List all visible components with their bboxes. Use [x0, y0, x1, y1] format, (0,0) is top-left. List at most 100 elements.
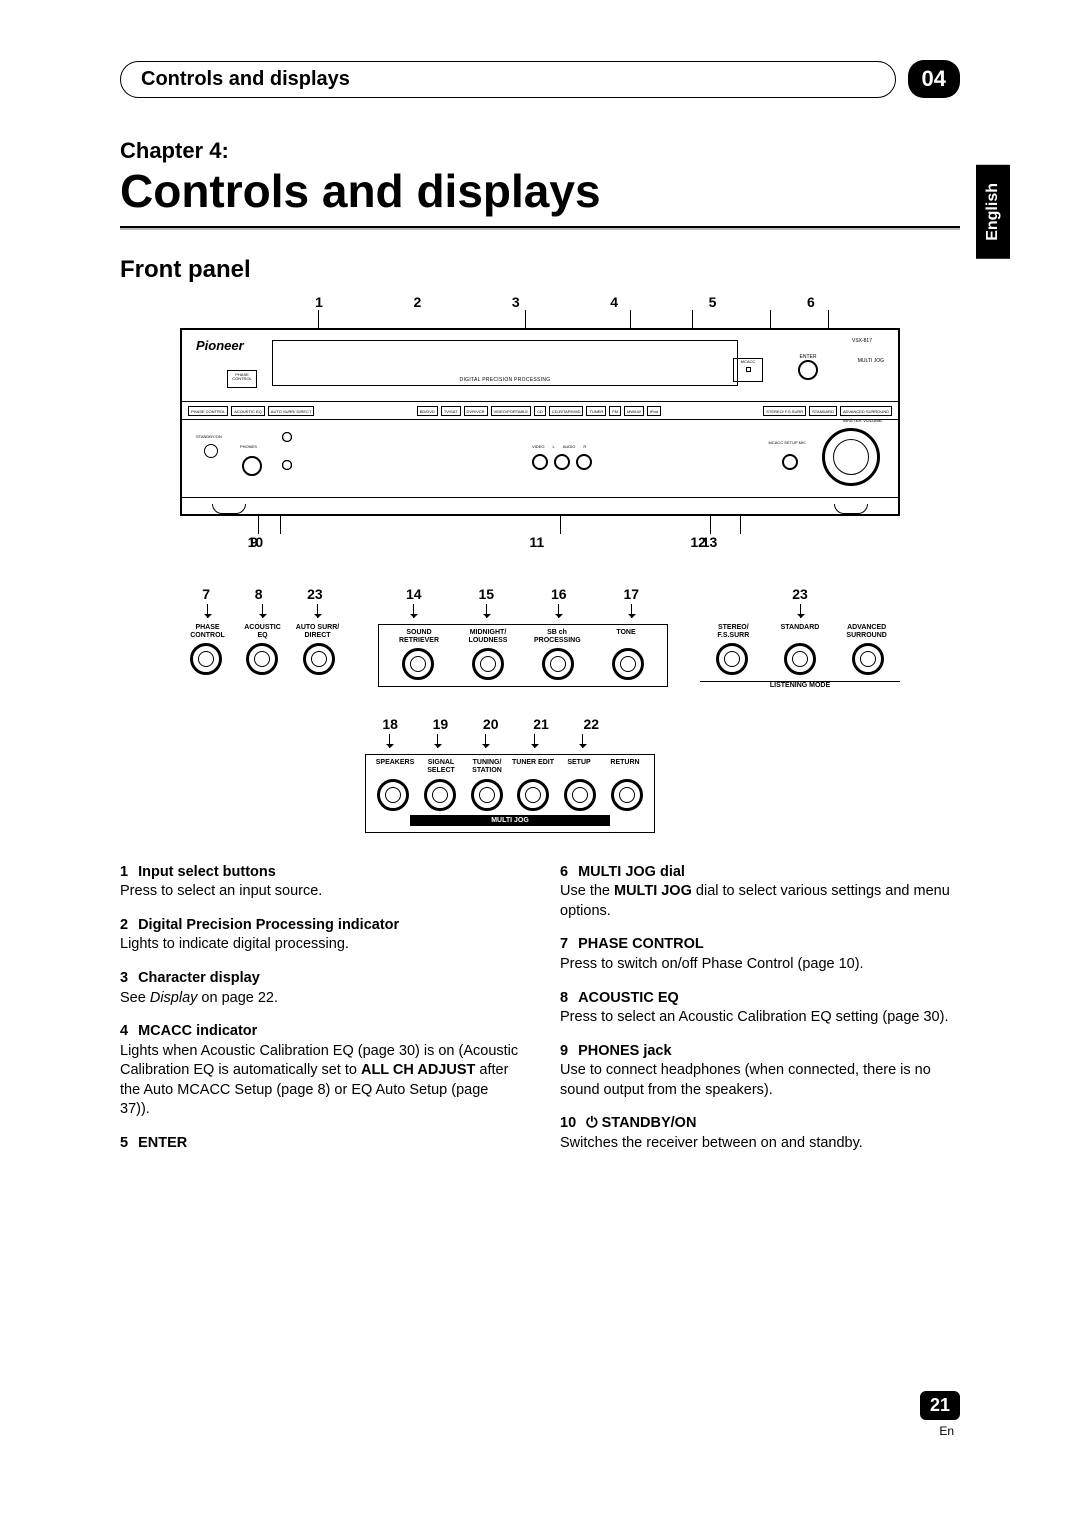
round-button: [190, 643, 222, 675]
panel-btn: TV/SAT: [441, 406, 461, 416]
blowup-phase-acoustic: 7 8 23 PHASE CONTROL ACOUSTIC EQ AUTO SU…: [180, 586, 345, 700]
btn-label: ADVANCED SURROUND: [844, 624, 890, 639]
callout-num: 10: [246, 534, 264, 550]
callout-num: 17: [623, 586, 639, 602]
description-item: 2Digital Precision Processing indicatorL…: [120, 916, 520, 955]
panel-btn: CD-R/TAPE/MD: [549, 406, 584, 416]
btn-label: TUNER EDIT: [510, 759, 556, 774]
btn-label: MIDNIGHT/ LOUDNESS: [465, 629, 511, 644]
description-item: 6MULTI JOG dialUse the MULTI JOG dial to…: [560, 863, 960, 922]
panel-upper: Pioneer PHASE CONTROL DIGITAL PRECISION …: [182, 330, 898, 402]
callout-num: 8: [255, 586, 263, 602]
listening-mode-label: LISTENING MODE: [700, 681, 900, 700]
mcacc-indicator: MCACC: [733, 358, 763, 382]
panel-feet: [182, 498, 898, 514]
front-av-jacks: [532, 454, 592, 470]
page-number: 21: [920, 1391, 960, 1420]
jack: [554, 454, 570, 470]
page-lang: En: [939, 1424, 954, 1438]
panel-btn: iPod: [647, 406, 661, 416]
chapter-label: Chapter 4:: [120, 138, 960, 164]
round-button: [611, 779, 643, 811]
callout-top-row: 1 2 3 4 5 6: [180, 294, 900, 310]
panel-btn: FM: [609, 406, 621, 416]
blowup-multi-jog: 18 19 20 21 22 . SPEAKERS SIGNAL SELECT …: [365, 716, 655, 832]
desc-col-right: 6MULTI JOG dialUse the MULTI JOG dial to…: [560, 863, 960, 1168]
panel-btn: VIDEO/PORTABLE: [491, 406, 532, 416]
panel-input-row: PHASE CONTROL ACOUSTIC EQ AUTO SURR/ DIR…: [182, 402, 898, 420]
section-pill: Controls and displays: [120, 61, 896, 98]
description-item: 8ACOUSTIC EQPress to select an Acoustic …: [560, 989, 960, 1028]
round-button: [784, 643, 816, 675]
callout-num: 4: [605, 294, 623, 310]
receiver-panel: Pioneer PHASE CONTROL DIGITAL PRECISION …: [180, 328, 900, 516]
panel-btn: CD: [534, 406, 546, 416]
callout-num: 13: [701, 534, 719, 550]
callout-num: 1: [310, 294, 328, 310]
character-display: DIGITAL PRECISION PROCESSING: [272, 340, 738, 386]
description-item: 5ENTER: [120, 1134, 520, 1154]
btn-label: PHASE CONTROL: [185, 624, 231, 639]
callout-num: 18: [382, 716, 398, 732]
description-item: 7PHASE CONTROLPress to switch on/off Pha…: [560, 935, 960, 974]
callout-num: 20: [483, 716, 499, 732]
section-title: Front panel: [120, 256, 960, 284]
callout-num: 19: [433, 716, 449, 732]
phones-label: PHONES: [240, 444, 257, 449]
btn-label: TONE: [603, 629, 649, 644]
callout-num: 23: [792, 586, 808, 602]
callout-num: 2: [408, 294, 426, 310]
round-button: [246, 643, 278, 675]
panel-btn: MW/LW: [624, 406, 644, 416]
callout-bot-row: 9 10 11 12 13: [180, 534, 900, 550]
jack: [532, 454, 548, 470]
round-button: [542, 648, 574, 680]
blowup-sound-options: 14 15 16 17 SOUND RETRIEVER MIDNIGHT/ LO…: [378, 586, 668, 700]
callout-num: 7: [202, 586, 210, 602]
multijog-label: MULTI JOG: [858, 358, 884, 364]
panel-sm-btn: [282, 432, 292, 442]
description-item: 10⏻ STANDBY/ONSwitches the receiver betw…: [560, 1114, 960, 1153]
btn-label: STEREO/ F.S.SURR: [710, 624, 756, 639]
round-button: [402, 648, 434, 680]
round-button: [716, 643, 748, 675]
round-button: [303, 643, 335, 675]
page-title: Controls and displays: [120, 164, 960, 218]
av-jack-labels: VIDEO L AUDIO R: [532, 444, 586, 449]
chapter-badge: 04: [908, 60, 960, 98]
btn-label: SPEAKERS: [372, 759, 418, 774]
header-bar: Controls and displays 04: [120, 60, 960, 98]
mcacc-jack-label: MCACC SETUP MIC: [769, 440, 806, 445]
panel-btn: BD/DVD: [417, 406, 438, 416]
round-button: [377, 779, 409, 811]
standby-label: STANDBY/ON: [196, 434, 222, 439]
btn-label: SB ch PROCESSING: [534, 629, 580, 644]
panel-lower: STANDBY/ON PHONES: [182, 420, 898, 498]
callout-num: 14: [406, 586, 422, 602]
manual-page: Controls and displays 04 English Chapter…: [120, 60, 960, 1460]
front-panel-diagram: 1 2 3 4 5 6 Pioneer PHASE CONTROL: [180, 294, 900, 833]
callout-num: 22: [583, 716, 599, 732]
callout-num: 3: [507, 294, 525, 310]
brand-logo: Pioneer: [196, 338, 244, 353]
description-item: 3Character displaySee Display on page 22…: [120, 969, 520, 1008]
mcacc-setup-jack: [782, 454, 798, 470]
callout-lines: [180, 516, 900, 534]
display-footer-label: DIGITAL PRECISION PROCESSING: [460, 377, 551, 383]
phase-control-indicator: PHASE CONTROL: [227, 370, 257, 388]
btn-label: STANDARD: [777, 624, 823, 639]
language-tab: English: [976, 165, 1010, 259]
btn-label: AUTO SURR/ DIRECT: [295, 624, 341, 639]
round-button: [472, 648, 504, 680]
panel-sm-btn: [282, 460, 292, 470]
panel-btn: AUTO SURR/ DIRECT: [268, 406, 315, 416]
model-label: VSX-817: [852, 338, 872, 344]
btn-label: ACOUSTIC EQ: [240, 624, 286, 639]
round-button: [852, 643, 884, 675]
callout-num: 11: [528, 534, 546, 550]
multijog-bar: MULTI JOG: [410, 815, 610, 826]
btn-label: SIGNAL SELECT: [418, 759, 464, 774]
description-item: 1Input select buttonsPress to select an …: [120, 863, 520, 902]
panel-btn: DVR/VCR: [464, 406, 488, 416]
title-rule: [120, 226, 960, 230]
